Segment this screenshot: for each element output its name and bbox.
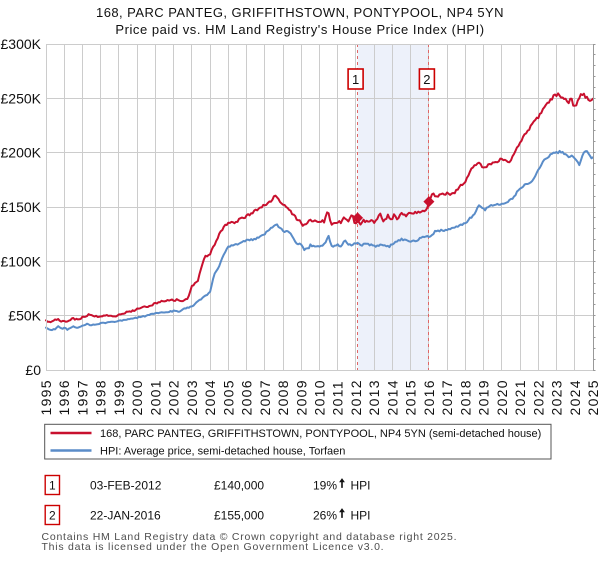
svg-text:1995: 1995 — [38, 379, 54, 415]
svg-text:2021: 2021 — [512, 379, 528, 415]
svg-text:1998: 1998 — [93, 379, 109, 415]
svg-text:Price paid vs. HM Land Registr: Price paid vs. HM Land Registry's House … — [115, 22, 484, 37]
svg-text:2010: 2010 — [312, 379, 328, 415]
svg-text:2009: 2009 — [293, 379, 309, 415]
svg-text:HPI: Average price, semi-detac: HPI: Average price, semi-detached house,… — [100, 446, 345, 458]
svg-text:£155,000: £155,000 — [214, 509, 264, 523]
svg-text:2015: 2015 — [403, 379, 419, 415]
svg-text:168, PARC PANTEG, GRIFFITHSTOW: 168, PARC PANTEG, GRIFFITHSTOWN, PONTYPO… — [96, 5, 504, 20]
svg-text:2018: 2018 — [457, 379, 473, 415]
svg-text:26%: 26% — [313, 509, 337, 523]
svg-text:£150K: £150K — [1, 199, 42, 215]
svg-text:1997: 1997 — [75, 379, 91, 415]
svg-text:2: 2 — [423, 72, 430, 87]
svg-text:2024: 2024 — [567, 379, 583, 415]
svg-text:£100K: £100K — [1, 253, 42, 269]
svg-text:2013: 2013 — [366, 379, 382, 415]
svg-text:2001: 2001 — [147, 379, 163, 415]
svg-text:1999: 1999 — [111, 379, 127, 415]
svg-text:168, PARC PANTEG, GRIFFITHSTOW: 168, PARC PANTEG, GRIFFITHSTOWN, PONTYPO… — [100, 428, 541, 440]
svg-text:2007: 2007 — [257, 379, 273, 415]
svg-text:2022: 2022 — [530, 379, 546, 415]
svg-text:2011: 2011 — [330, 380, 346, 415]
svg-text:2003: 2003 — [184, 379, 200, 415]
svg-text:2019: 2019 — [476, 379, 492, 415]
svg-text:HPI: HPI — [351, 479, 371, 493]
svg-text:2017: 2017 — [439, 379, 455, 415]
svg-text:2004: 2004 — [202, 379, 218, 415]
svg-text:2002: 2002 — [166, 379, 182, 415]
svg-text:£250K: £250K — [1, 90, 42, 106]
svg-text:2023: 2023 — [549, 379, 565, 415]
svg-text:1: 1 — [352, 72, 359, 87]
svg-text:£200K: £200K — [1, 145, 42, 161]
svg-text:2: 2 — [49, 509, 56, 523]
svg-text:2020: 2020 — [494, 379, 510, 415]
svg-text:2014: 2014 — [384, 379, 400, 415]
svg-text:2006: 2006 — [239, 379, 255, 415]
svg-text:£140,000: £140,000 — [214, 479, 264, 493]
svg-text:2008: 2008 — [275, 379, 291, 415]
svg-text:£50K: £50K — [8, 308, 41, 324]
svg-text:2025: 2025 — [585, 379, 600, 415]
svg-text:Contains HM Land Registry data: Contains HM Land Registry data © Crown c… — [42, 531, 458, 543]
svg-text:2000: 2000 — [129, 379, 145, 415]
svg-text:£0: £0 — [25, 362, 41, 378]
svg-text:2005: 2005 — [220, 379, 236, 415]
svg-text:£300K: £300K — [1, 36, 42, 52]
svg-text:2012: 2012 — [348, 379, 364, 415]
svg-text:03-FEB-2012: 03-FEB-2012 — [90, 479, 162, 493]
svg-text:19%: 19% — [313, 479, 337, 493]
svg-text:2016: 2016 — [421, 379, 437, 415]
svg-text:1: 1 — [49, 479, 56, 493]
svg-text:1996: 1996 — [56, 379, 72, 415]
svg-text:HPI: HPI — [351, 509, 371, 523]
svg-text:22-JAN-2016: 22-JAN-2016 — [90, 509, 161, 523]
svg-text:This data is licensed under th: This data is licensed under the Open Gov… — [42, 541, 385, 553]
